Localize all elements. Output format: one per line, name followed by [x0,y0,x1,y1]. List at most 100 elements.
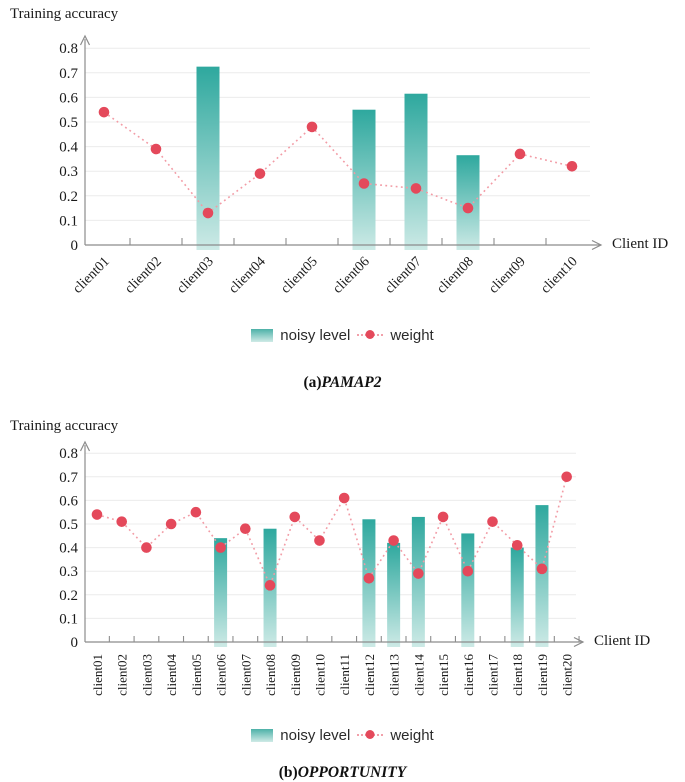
y-tick-label: 0.2 [59,588,78,604]
x-tick-label-client14: client14 [411,654,426,696]
caption-dataset-name: OPPORTUNITY [297,764,407,781]
y-tick-label: 0.8 [59,41,78,57]
legend-label-weight: weight [390,727,434,744]
bar-client16 [461,533,475,647]
bar-client18 [510,547,524,647]
x-tick-label-client20: client20 [560,654,575,696]
y-tick-label: 0.8 [59,446,78,462]
weight-point-client18 [511,539,523,551]
caption-dataset-name: PAMAP2 [321,374,382,391]
weight-point-client14 [413,568,424,579]
weight-point-client06 [215,542,226,553]
x-tick-label-client10: client10 [538,254,581,297]
weight-point-client04 [165,518,177,530]
x-tick-label-client05: client05 [189,654,204,696]
x-tick-label-client02: client02 [115,654,130,696]
weight-point-client01 [91,509,103,520]
x-tick-label-client17: client17 [486,654,501,696]
x-axis-label: Client ID [594,633,651,649]
y-tick-label: 0.3 [59,164,78,180]
weight-line-icon [357,329,384,339]
x-tick-label-client06: client06 [330,254,373,297]
x-tick-label-client06: client06 [214,654,229,696]
bar-client03 [196,66,220,251]
x-tick-label-client13: client13 [387,654,402,696]
weight-point-client03 [202,207,214,219]
x-tick-label-client03: client03 [139,654,154,696]
bar-client13 [387,542,401,647]
x-tick-label-client04: client04 [226,254,269,297]
weight-point-client08 [462,202,474,214]
bar-client19 [535,505,549,647]
legend-label-weight: weight [390,327,434,344]
legend-label-noisy-level: noisy level [280,327,351,344]
x-tick-label-client08: client08 [263,654,278,696]
weight-point-client10 [566,160,578,172]
bar-client08 [456,155,480,250]
x-tick-label-client09: client09 [486,254,529,297]
x-axis-label: Client ID [612,236,669,252]
caption-prefix: (b) [278,764,298,781]
weight-point-client09 [289,511,301,523]
weight-point-client02 [116,516,128,527]
weight-line-icon [357,729,384,739]
y-tick-label: 0 [71,635,79,651]
weight-point-client07 [410,183,422,194]
weight-point-client02 [150,143,162,155]
plot-area-opportunity: 0 0.1 0.2 0.3 0.4 0.5 0.6 0.7 0.8 client01 client0… [59,440,585,696]
x-tick-label-client02: client02 [122,254,165,297]
chart-pamap2: Training accuracy 0 0.1 0.2 0.3 0.4 0.5 0.6 0.7… [0,6,685,392]
y-tick-label: 0.1 [59,611,78,627]
y-axis-arrow-icon [79,34,91,46]
x-tick-label-client01: client01 [70,254,113,297]
x-tick-label-client18: client18 [510,654,525,696]
caption-opportunity: (b)OPPORTUNITY [0,764,685,782]
y-tick-label: 0.2 [59,189,78,205]
noisy-level-swatch-icon [251,329,274,342]
y-tick-label: 0.3 [59,564,78,580]
weight-point-client15 [437,511,449,523]
chart-opportunity: Training accuracy 0 0.1 0.2 0.3 0.4 0.5 0.6 0.7… [0,412,685,782]
weight-point-client11 [338,492,350,504]
x-tick-label-client16: client16 [461,654,476,696]
weight-point-client04 [254,168,266,179]
y-tick-label: 0.4 [59,541,78,557]
weight-point-client08 [264,580,276,591]
weight-point-client05 [190,506,202,518]
weight-point-client10 [314,535,325,546]
weight-point-client12 [363,572,375,584]
weight-line [103,111,573,215]
legend-label-noisy-level: noisy level [280,727,351,744]
bar-client07 [404,93,428,251]
weight-point-client17 [487,516,498,527]
x-tick-label-client03: client03 [174,254,217,297]
weight-point-client06 [358,178,370,189]
weight-point-client09 [514,148,526,160]
weight-point-client05 [306,121,318,133]
weight-line [96,476,568,588]
y-axis-title: Training accuracy [10,6,119,22]
y-axis-arrow-icon [79,440,91,452]
y-tick-label: 0.1 [59,213,78,229]
x-tick-label-client07: client07 [382,254,425,297]
x-axis-arrow-icon [591,239,603,251]
y-tick-label: 0.5 [59,517,78,533]
weight-point-client03 [141,542,152,553]
x-tick-label-client10: client10 [312,654,327,696]
caption-pamap2: (a)PAMAP2 [0,374,685,392]
weight-point-client07 [240,523,251,535]
x-tick-label-client19: client19 [535,654,550,696]
noisy-level-swatch-icon [251,729,274,742]
weight-point-client19 [536,563,548,575]
y-tick-label: 0.7 [59,470,78,486]
x-tick-label-client04: client04 [164,654,179,696]
y-tick-label: 0.6 [59,493,78,509]
x-tick-label-client08: client08 [434,254,477,297]
x-tick-label-client11: client11 [337,654,352,695]
weight-point-client20 [561,471,572,483]
y-tick-label: 0.7 [59,66,78,82]
bar-client06 [214,538,228,647]
caption-prefix: (a) [303,374,322,391]
